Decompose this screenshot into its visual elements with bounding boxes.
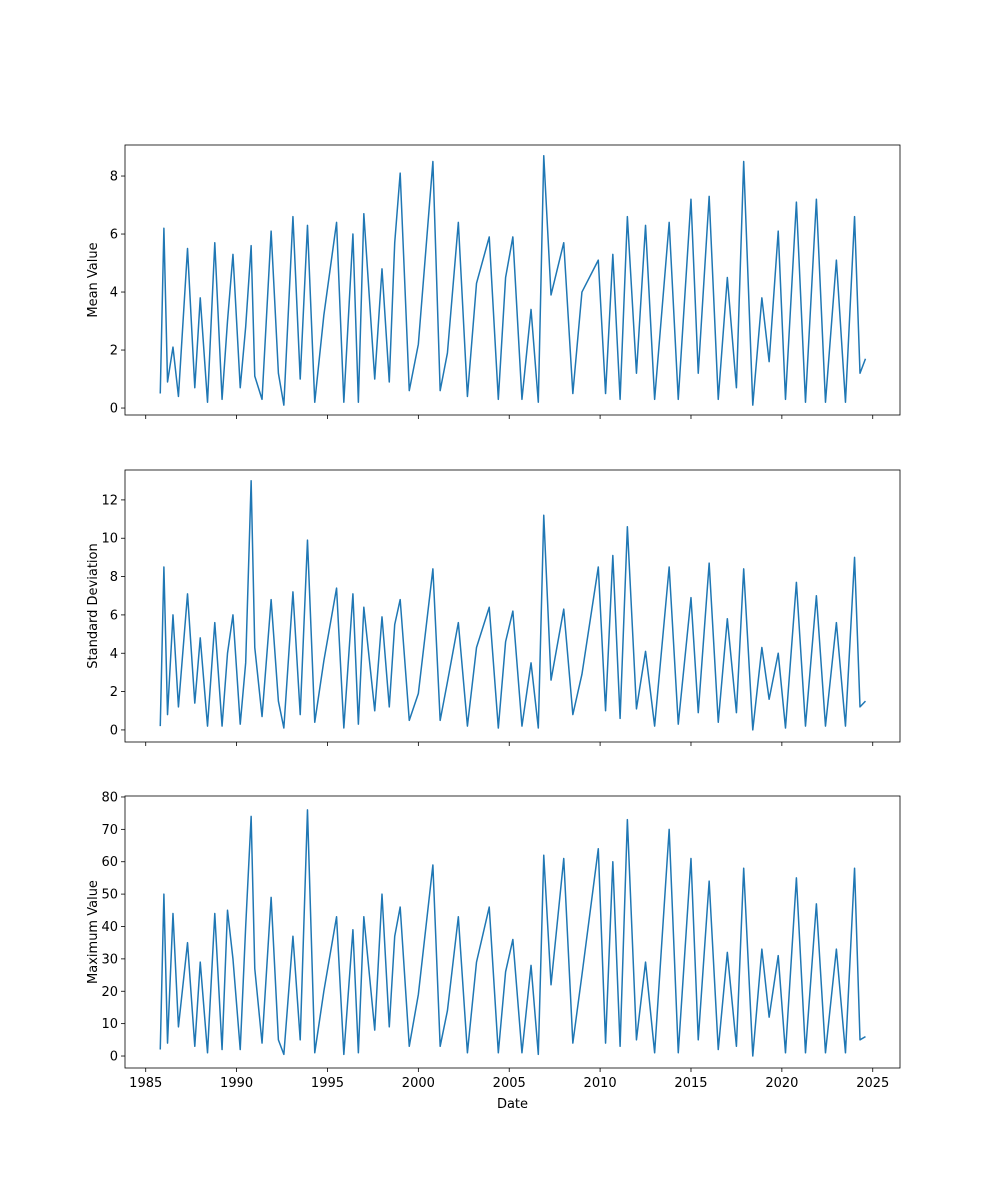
data-line bbox=[159, 809, 866, 1057]
y-tick-label: 60 bbox=[101, 855, 118, 870]
y-tick-label: 2 bbox=[110, 685, 118, 700]
y-tick-label: 2 bbox=[110, 344, 118, 359]
x-tick-label: 1985 bbox=[129, 1076, 162, 1091]
y-tick-label: 12 bbox=[101, 493, 118, 508]
y-tick-label: 10 bbox=[101, 532, 118, 547]
y-tick-label: 0 bbox=[110, 402, 118, 417]
y-tick-label: 20 bbox=[101, 985, 118, 1000]
x-tick-label: 2000 bbox=[402, 1076, 435, 1091]
x-axis-label: Date bbox=[497, 1097, 528, 1112]
y-tick-label: 80 bbox=[101, 790, 118, 805]
x-tick-label: 2025 bbox=[856, 1076, 889, 1091]
x-tick-label: 1995 bbox=[311, 1076, 344, 1091]
y-tick-label: 70 bbox=[101, 823, 118, 838]
y-tick-label: 4 bbox=[110, 286, 118, 301]
subplot: 0 10 20 30 40 50 60 70 80 1985 1990 1995 2000 2005 201… bbox=[86, 790, 901, 1112]
x-tick-label: 2010 bbox=[584, 1076, 617, 1091]
x-tick-label: 2005 bbox=[493, 1076, 526, 1091]
y-axis-label: Maximum Value bbox=[86, 880, 101, 984]
y-axis-label: Standard Deviation bbox=[86, 543, 101, 668]
data-line bbox=[159, 154, 867, 406]
y-tick-label: 8 bbox=[110, 570, 118, 585]
y-tick-label: 30 bbox=[101, 952, 118, 967]
y-tick-label: 6 bbox=[110, 608, 118, 623]
y-tick-label: 6 bbox=[110, 228, 118, 243]
x-tick-label: 2020 bbox=[765, 1076, 798, 1091]
subplot: 0 2 4 6 8 Mean Value bbox=[86, 144, 901, 419]
y-axis-label: Mean Value bbox=[86, 242, 101, 317]
y-tick-label: 0 bbox=[110, 1050, 118, 1065]
axes-frame bbox=[124, 144, 901, 416]
data-line bbox=[159, 479, 867, 731]
y-tick-label: 8 bbox=[110, 170, 118, 185]
y-tick-label: 10 bbox=[101, 1017, 118, 1032]
x-tick-label: 1990 bbox=[220, 1076, 253, 1091]
axes-frame bbox=[124, 469, 901, 743]
x-tick-label: 2015 bbox=[674, 1076, 707, 1091]
y-tick-label: 50 bbox=[101, 888, 118, 903]
y-tick-label: 0 bbox=[110, 723, 118, 738]
y-tick-label: 40 bbox=[101, 920, 118, 935]
axes-frame bbox=[124, 795, 901, 1069]
y-tick-label: 4 bbox=[110, 647, 118, 662]
subplot: 0 2 4 6 8 10 12 Standard Deviation bbox=[86, 469, 901, 746]
